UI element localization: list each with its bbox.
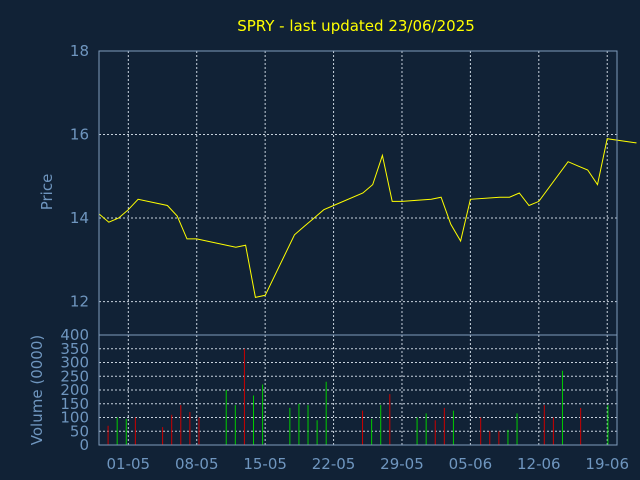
price-tick-label: 14 bbox=[70, 209, 89, 227]
price-line bbox=[98, 138, 637, 298]
volume-tick-label: 150 bbox=[60, 395, 89, 413]
volume-tick-label: 350 bbox=[60, 340, 89, 358]
volume-tick-label: 100 bbox=[60, 409, 89, 427]
date-tick-label: 19-06 bbox=[585, 455, 629, 473]
volume-tick-label: 200 bbox=[60, 381, 89, 399]
volume-frame bbox=[98, 334, 618, 446]
date-tick-label: 15-05 bbox=[243, 455, 287, 473]
price-panel: 12 14 16 18 bbox=[70, 42, 637, 336]
price-tick-label: 16 bbox=[70, 126, 89, 144]
volume-tick-label: 400 bbox=[60, 326, 89, 344]
price-tick-label: 18 bbox=[70, 42, 89, 60]
date-tick-label: 29-05 bbox=[380, 455, 424, 473]
volume-tick-label: 0 bbox=[79, 436, 89, 454]
volume-tick-label: 250 bbox=[60, 367, 89, 385]
date-tick-label: 22-05 bbox=[312, 455, 356, 473]
volume-axis-label: Volume (0000) bbox=[28, 335, 46, 445]
date-tick-label: 08-05 bbox=[175, 455, 219, 473]
volume-tick-label: 300 bbox=[60, 354, 89, 372]
price-tick-label: 12 bbox=[70, 293, 89, 311]
date-axis: 01-05 08-05 15-05 22-05 29-05 05-06 12-06 19-06 bbox=[107, 455, 629, 473]
price-axis-label: Price bbox=[38, 174, 56, 211]
date-tick-label: 05-06 bbox=[449, 455, 493, 473]
volume-tick-label: 50 bbox=[70, 422, 89, 440]
date-tick-label: 12-06 bbox=[517, 455, 561, 473]
date-tick-label: 01-05 bbox=[107, 455, 151, 473]
chart-title: SPRY - last updated 23/06/2025 bbox=[237, 17, 475, 35]
